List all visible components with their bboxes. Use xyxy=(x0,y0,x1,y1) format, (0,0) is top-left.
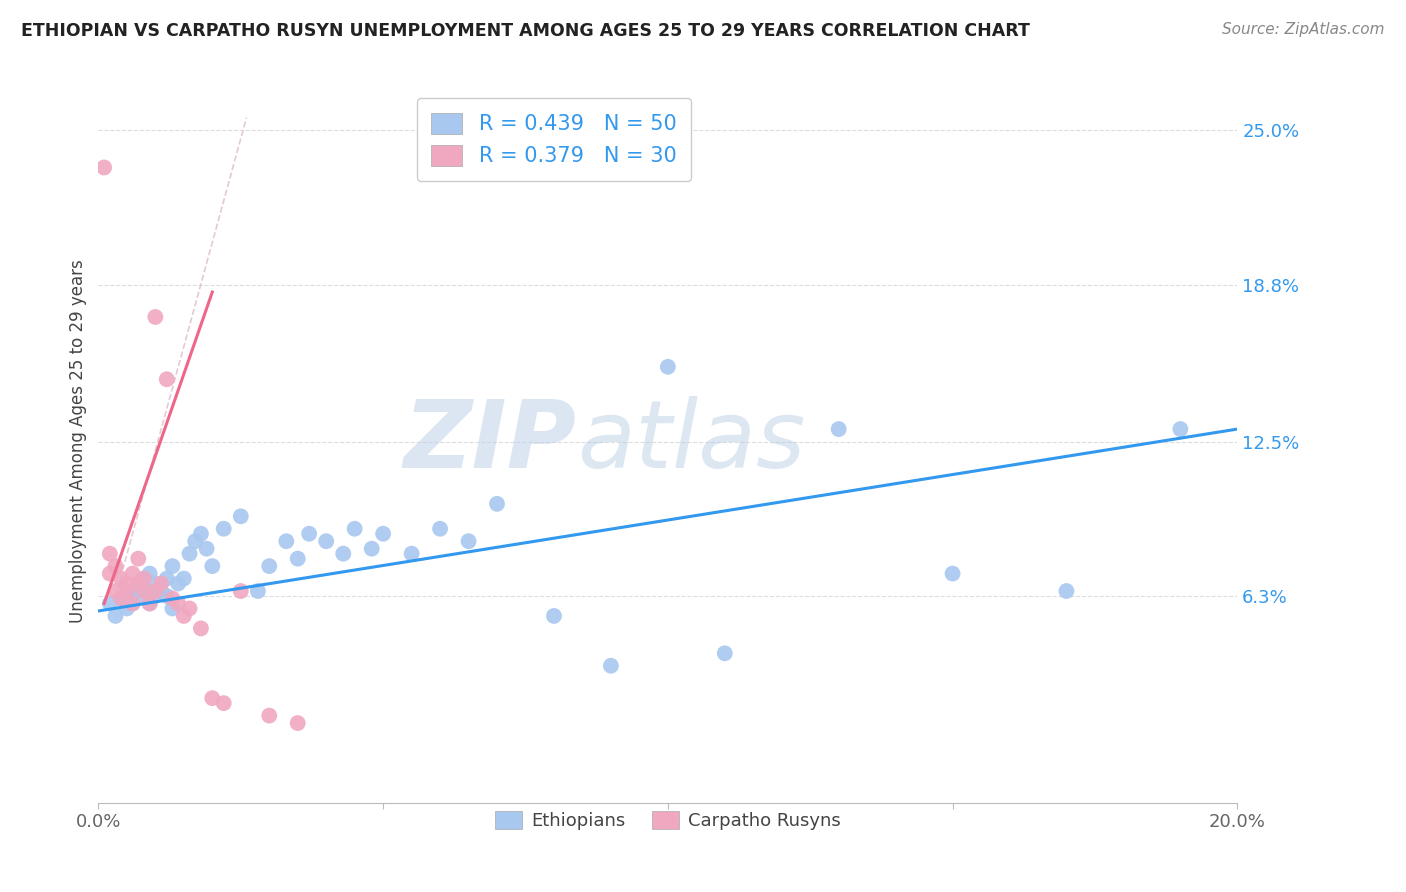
Point xyxy=(343,522,366,536)
Point xyxy=(457,534,479,549)
Point xyxy=(127,576,149,591)
Y-axis label: Unemployment Among Ages 25 to 29 years: Unemployment Among Ages 25 to 29 years xyxy=(69,260,87,624)
Text: ZIP: ZIP xyxy=(404,395,576,488)
Point xyxy=(127,576,149,591)
Point xyxy=(121,597,143,611)
Point xyxy=(190,621,212,635)
Point xyxy=(132,584,155,599)
Point xyxy=(657,359,679,374)
Point xyxy=(259,708,281,723)
Point xyxy=(110,572,132,586)
Point xyxy=(246,584,269,599)
Point xyxy=(401,547,423,561)
Point xyxy=(138,597,160,611)
Point xyxy=(1056,584,1078,599)
Point xyxy=(145,589,167,603)
Legend: Ethiopians, Carpatho Rusyns: Ethiopians, Carpatho Rusyns xyxy=(488,804,848,837)
Point xyxy=(212,522,235,536)
Point xyxy=(167,597,190,611)
Point xyxy=(138,597,160,611)
Point xyxy=(162,559,184,574)
Point xyxy=(212,696,235,710)
Point xyxy=(429,522,451,536)
Text: Source: ZipAtlas.com: Source: ZipAtlas.com xyxy=(1222,22,1385,37)
Point xyxy=(156,572,179,586)
Point xyxy=(173,572,195,586)
Point xyxy=(121,566,143,581)
Point xyxy=(276,534,298,549)
Point xyxy=(132,572,155,586)
Point xyxy=(167,576,190,591)
Point xyxy=(104,609,127,624)
Point xyxy=(298,526,321,541)
Point xyxy=(127,551,149,566)
Point xyxy=(332,547,354,561)
Point xyxy=(150,584,173,599)
Point xyxy=(93,161,115,175)
Point xyxy=(229,584,252,599)
Point xyxy=(714,646,737,660)
Point xyxy=(195,541,218,556)
Point xyxy=(201,691,224,706)
Point xyxy=(287,551,309,566)
Point xyxy=(179,547,201,561)
Point xyxy=(162,601,184,615)
Point xyxy=(132,572,155,586)
Point xyxy=(543,609,565,624)
Point xyxy=(156,589,179,603)
Point xyxy=(173,609,195,624)
Point xyxy=(1170,422,1192,436)
Point xyxy=(287,716,309,731)
Point xyxy=(360,541,382,556)
Point xyxy=(104,584,127,599)
Point xyxy=(132,584,155,599)
Point xyxy=(115,584,138,599)
Point xyxy=(229,509,252,524)
Point xyxy=(104,559,127,574)
Point xyxy=(828,422,851,436)
Point xyxy=(138,566,160,581)
Point xyxy=(127,589,149,603)
Text: ETHIOPIAN VS CARPATHO RUSYN UNEMPLOYMENT AMONG AGES 25 TO 29 YEARS CORRELATION C: ETHIOPIAN VS CARPATHO RUSYN UNEMPLOYMENT… xyxy=(21,22,1031,40)
Point xyxy=(145,576,167,591)
Point xyxy=(98,597,121,611)
Point xyxy=(150,576,173,591)
Point xyxy=(115,601,138,615)
Point xyxy=(942,566,965,581)
Point xyxy=(201,559,224,574)
Point xyxy=(121,597,143,611)
Point xyxy=(259,559,281,574)
Point xyxy=(110,591,132,606)
Point xyxy=(156,372,179,386)
Text: atlas: atlas xyxy=(576,396,806,487)
Point xyxy=(190,526,212,541)
Point xyxy=(110,591,132,606)
Point xyxy=(600,658,623,673)
Point xyxy=(115,576,138,591)
Point xyxy=(98,566,121,581)
Point xyxy=(315,534,337,549)
Point xyxy=(179,601,201,615)
Point xyxy=(98,547,121,561)
Point xyxy=(121,584,143,599)
Point xyxy=(162,591,184,606)
Point xyxy=(184,534,207,549)
Point xyxy=(486,497,509,511)
Point xyxy=(145,310,167,324)
Point xyxy=(373,526,395,541)
Point xyxy=(145,584,167,599)
